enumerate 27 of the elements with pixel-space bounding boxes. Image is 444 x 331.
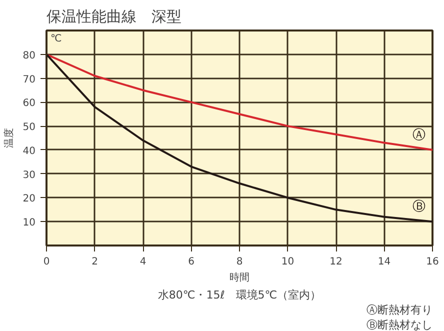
series-label: Ⓑ [412, 199, 426, 214]
x-tick-label: 6 [188, 256, 194, 268]
y-tick-label: 80 [22, 50, 36, 62]
y-tick-label: 70 [22, 74, 36, 86]
y-axis-title: 温度 [2, 128, 15, 148]
x-tick-label: 10 [281, 256, 294, 268]
y-tick-label: 60 [22, 98, 36, 110]
y-tick-label: 50 [22, 122, 36, 134]
y-tick-label: 30 [22, 170, 36, 181]
x-tick-label: 8 [236, 256, 243, 268]
chart-title: 保温性能曲線 深型 [46, 8, 182, 26]
x-tick-label: 0 [43, 256, 50, 268]
line-series [46, 53, 432, 151]
y-tick-label: 10 [22, 218, 36, 229]
y-tick-label: 20 [22, 194, 36, 205]
annotation: ℃ [50, 34, 62, 44]
series-label: Ⓐ [412, 128, 426, 143]
y-tick-label: 40 [22, 146, 36, 157]
x-tick-label: 14 [378, 256, 391, 268]
text: Ⓑ断熱材なし [366, 318, 432, 331]
x-tick-label: 2 [92, 256, 98, 268]
x-tick-label: 16 [426, 256, 439, 268]
text: Ⓐ断熱材有り [366, 304, 432, 316]
x-tick-label: 4 [140, 256, 146, 268]
x-axis-title: 時間 [230, 272, 250, 284]
x-tick-label: 12 [330, 256, 342, 268]
text: 水80℃・15ℓ 環境5℃（室内） [158, 288, 322, 302]
